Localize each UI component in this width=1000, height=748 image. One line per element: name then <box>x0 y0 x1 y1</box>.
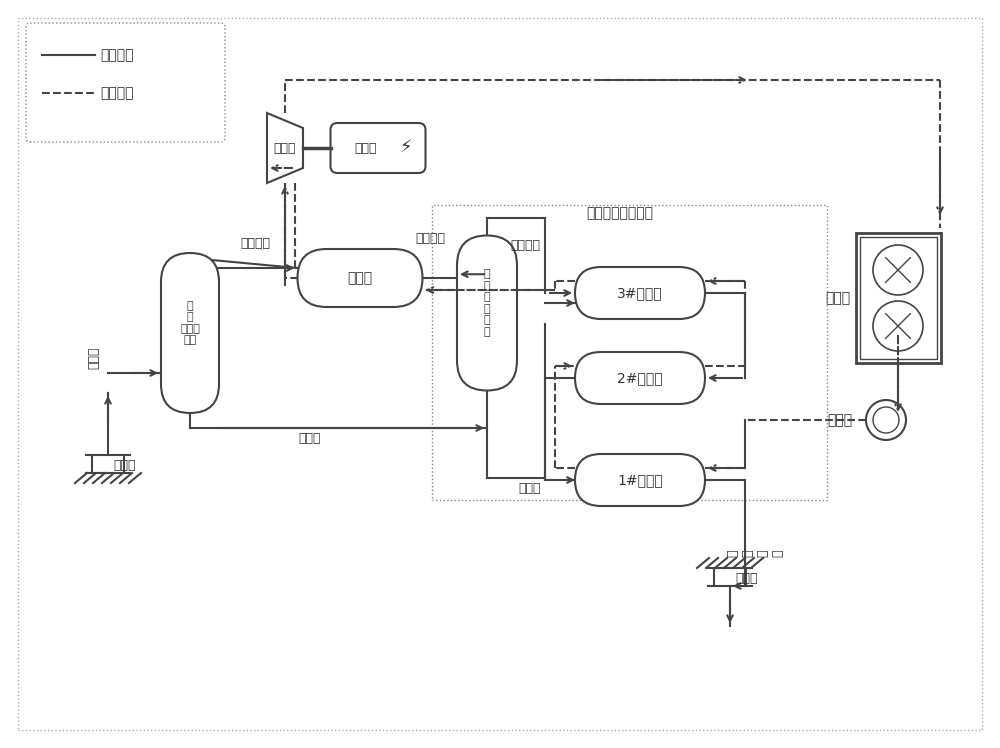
Text: 透平机: 透平机 <box>274 141 296 155</box>
Text: 地热水: 地热水 <box>519 482 541 494</box>
FancyBboxPatch shape <box>575 267 705 319</box>
Text: 疏
桩
汽水分
离器: 疏 桩 汽水分 离器 <box>180 301 200 346</box>
Text: 地热蒸汽: 地热蒸汽 <box>510 239 540 251</box>
Bar <box>856 233 940 363</box>
FancyBboxPatch shape <box>26 23 225 142</box>
Text: 蒸发器: 蒸发器 <box>347 271 373 285</box>
Text: 地热蒸汽: 地热蒸汽 <box>415 231 445 245</box>
Text: 地热流体: 地热流体 <box>100 48 134 62</box>
FancyBboxPatch shape <box>457 236 517 390</box>
Text: 回灌井: 回灌井 <box>735 571 758 584</box>
FancyBboxPatch shape <box>298 249 422 307</box>
Polygon shape <box>267 113 303 183</box>
Text: 工质泵: 工质泵 <box>827 413 853 427</box>
Bar <box>432 205 827 500</box>
Text: 地热水: 地热水 <box>299 432 321 444</box>
Text: 有机工质: 有机工质 <box>100 86 134 100</box>
Circle shape <box>866 400 906 440</box>
Text: 生产井: 生产井 <box>113 459 136 471</box>
Text: 1#预热器: 1#预热器 <box>617 473 663 487</box>
Text: 发电机: 发电机 <box>355 141 377 155</box>
Text: 地热蒸汽: 地热蒸汽 <box>240 236 270 250</box>
Bar <box>860 237 936 359</box>
FancyBboxPatch shape <box>575 454 705 506</box>
Text: 3#预热器: 3#预热器 <box>617 286 663 300</box>
FancyBboxPatch shape <box>575 352 705 404</box>
Text: 2#预热器: 2#预热器 <box>617 371 663 385</box>
FancyBboxPatch shape <box>330 123 426 173</box>
Text: 尾
排
热
水: 尾 排 热 水 <box>726 549 784 557</box>
Text: ⚡: ⚡ <box>400 139 412 157</box>
Text: 两相流: 两相流 <box>88 347 100 370</box>
FancyBboxPatch shape <box>161 253 219 413</box>
Text: 二级热量利用装置: 二级热量利用装置 <box>586 206 654 220</box>
Text: 疏
桩
冷
凝
水
器: 疏 桩 冷 凝 水 器 <box>484 269 490 337</box>
Text: 空冷岛: 空冷岛 <box>825 291 851 305</box>
